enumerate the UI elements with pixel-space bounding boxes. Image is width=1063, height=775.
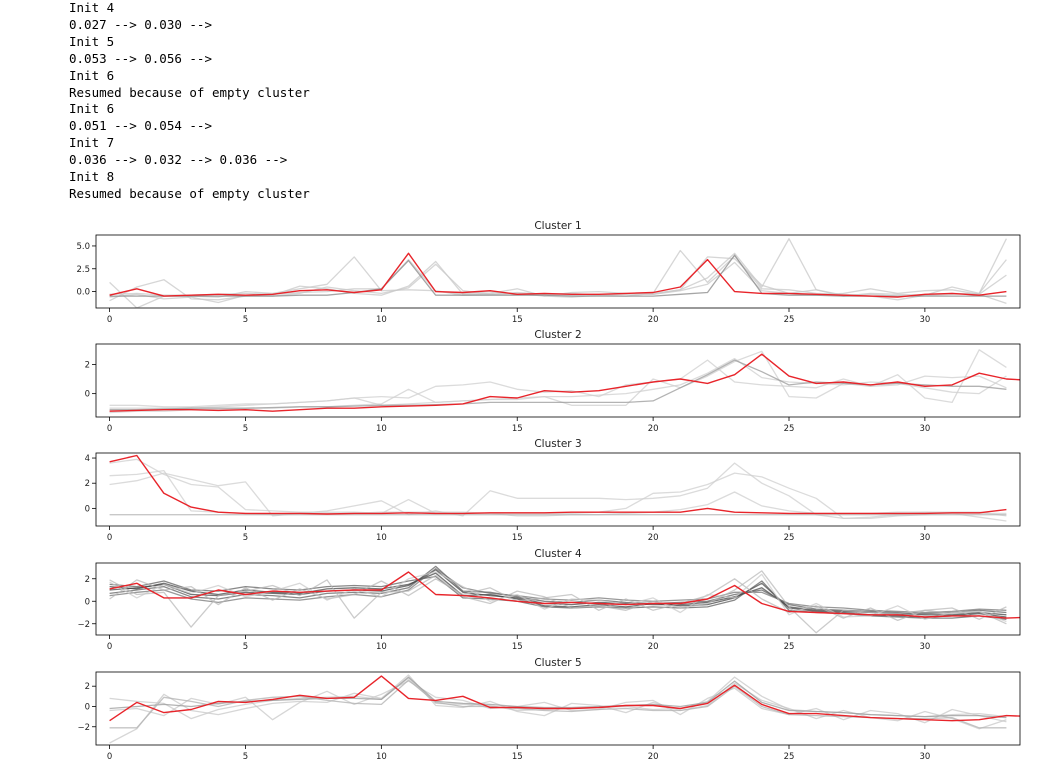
series-group xyxy=(109,349,1020,414)
x-tick-label: 20 xyxy=(648,752,659,762)
x-tick-label: 10 xyxy=(376,752,387,762)
cluster-chart-4: Cluster 4 0 5 10 15 20 25 30 −2 0 2 xyxy=(77,548,1021,652)
cluster-chart-3: Cluster 3 0 5 10 15 20 25 30 0 2 4 xyxy=(85,438,1021,543)
y-tick-label: 2 xyxy=(85,479,90,489)
x-tick-label: 10 xyxy=(376,315,387,325)
console-output: Init 4 0.027 --> 0.030 --> Init 5 0.053 -->… xyxy=(69,0,310,203)
x-tick-label: 5 xyxy=(243,424,248,434)
y-tick-label: 5.0 xyxy=(76,242,90,252)
x-tick-label: 10 xyxy=(376,533,387,543)
x-tick-label: 30 xyxy=(919,315,930,325)
y-tick-label: 2 xyxy=(85,360,90,370)
member-line xyxy=(109,571,1007,623)
x-tick-label: 25 xyxy=(784,315,795,325)
x-tick-label: 0 xyxy=(107,315,112,325)
x-tick-label: 30 xyxy=(919,752,930,762)
centroid-line xyxy=(109,252,1007,298)
x-tick-label: 25 xyxy=(784,424,795,434)
y-tick-label: 0.0 xyxy=(76,288,90,298)
x-tick-label: 20 xyxy=(648,315,659,325)
series-group xyxy=(109,238,1007,308)
y-tick-label: −2 xyxy=(77,620,90,630)
x-tick-label: 10 xyxy=(376,642,387,652)
y-tick-label: 4 xyxy=(85,454,90,464)
cluster-chart-1: Cluster 1 0 5 10 15 20 25 30 0.0 2.5 5.0 xyxy=(76,220,1021,325)
console-line: Init 5 xyxy=(69,33,115,49)
x-tick-label: 0 xyxy=(107,424,112,434)
console-line: Resumed because of empty cluster xyxy=(69,185,310,201)
x-tick-label: 5 xyxy=(243,642,248,652)
y-tick-label: 2.5 xyxy=(76,265,90,275)
member-line xyxy=(109,458,1007,520)
member-line xyxy=(109,238,1007,297)
series-group xyxy=(109,674,1020,744)
console-line: Init 6 xyxy=(69,101,115,117)
x-tick-label: 25 xyxy=(784,642,795,652)
plot-frame xyxy=(95,562,1021,636)
x-tick-label: 15 xyxy=(512,315,523,325)
x-tick-label: 15 xyxy=(512,752,523,762)
centroid-line xyxy=(109,675,1020,722)
centroid-line xyxy=(109,353,1020,412)
y-tick-label: 0 xyxy=(85,390,90,400)
cluster-chart-5: Cluster 5 0 5 10 15 20 25 30 −2 0 2 xyxy=(77,657,1021,762)
member-line xyxy=(109,254,1007,297)
console-line: Init 4 xyxy=(69,0,115,15)
plot-frame xyxy=(95,671,1021,746)
y-tick-label: 2 xyxy=(85,575,90,585)
console-line: 0.036 --> 0.032 --> 0.036 --> xyxy=(69,152,288,168)
centroid-line xyxy=(109,454,1007,515)
y-tick-label: 0 xyxy=(85,702,90,712)
member-line xyxy=(109,570,1007,634)
cluster-chart-2: Cluster 2 0 5 10 15 20 25 30 0 2 xyxy=(85,329,1021,434)
x-tick-label: 30 xyxy=(919,424,930,434)
member-line xyxy=(109,680,1007,724)
series-group xyxy=(109,565,1020,634)
member-line xyxy=(109,567,1007,614)
x-tick-label: 30 xyxy=(919,533,930,543)
x-tick-label: 5 xyxy=(243,315,248,325)
x-tick-label: 30 xyxy=(919,642,930,652)
centroid-line xyxy=(109,571,1020,619)
y-tick-label: 0 xyxy=(85,504,90,514)
chart-title: Cluster 5 xyxy=(534,657,581,669)
x-tick-label: 15 xyxy=(512,424,523,434)
chart-title: Cluster 1 xyxy=(534,220,581,232)
x-tick-label: 0 xyxy=(107,642,112,652)
x-tick-label: 20 xyxy=(648,533,659,543)
console-line: 0.053 --> 0.056 --> xyxy=(69,50,212,66)
plot-frame xyxy=(95,452,1021,527)
plot-frame xyxy=(95,343,1021,418)
x-tick-label: 10 xyxy=(376,424,387,434)
x-tick-label: 25 xyxy=(784,752,795,762)
console-line: 0.051 --> 0.054 --> xyxy=(69,118,212,134)
console-line: 0.027 --> 0.030 --> xyxy=(69,16,212,32)
console-line: Init 7 xyxy=(69,135,115,151)
x-tick-label: 20 xyxy=(648,642,659,652)
y-tick-label: 0 xyxy=(85,597,90,607)
x-tick-label: 5 xyxy=(243,533,248,543)
chart-title: Cluster 2 xyxy=(534,329,581,341)
member-line xyxy=(109,256,1007,308)
plot-frame xyxy=(95,234,1021,309)
member-line xyxy=(109,349,1007,409)
member-line xyxy=(109,679,1007,729)
y-tick-label: −2 xyxy=(77,723,90,733)
console-line: Init 6 xyxy=(69,67,115,83)
x-tick-label: 15 xyxy=(512,642,523,652)
x-tick-label: 15 xyxy=(512,533,523,543)
x-tick-label: 20 xyxy=(648,424,659,434)
y-tick-label: 2 xyxy=(85,682,90,692)
x-tick-label: 5 xyxy=(243,752,248,762)
x-tick-label: 25 xyxy=(784,533,795,543)
chart-title: Cluster 3 xyxy=(534,438,581,450)
console-line: Init 8 xyxy=(69,169,115,185)
x-tick-label: 0 xyxy=(107,752,112,762)
chart-title: Cluster 4 xyxy=(534,548,582,560)
member-line xyxy=(109,359,1007,408)
series-group xyxy=(109,454,1007,522)
console-line: Resumed because of empty cluster xyxy=(69,84,310,100)
x-tick-label: 0 xyxy=(107,533,112,543)
